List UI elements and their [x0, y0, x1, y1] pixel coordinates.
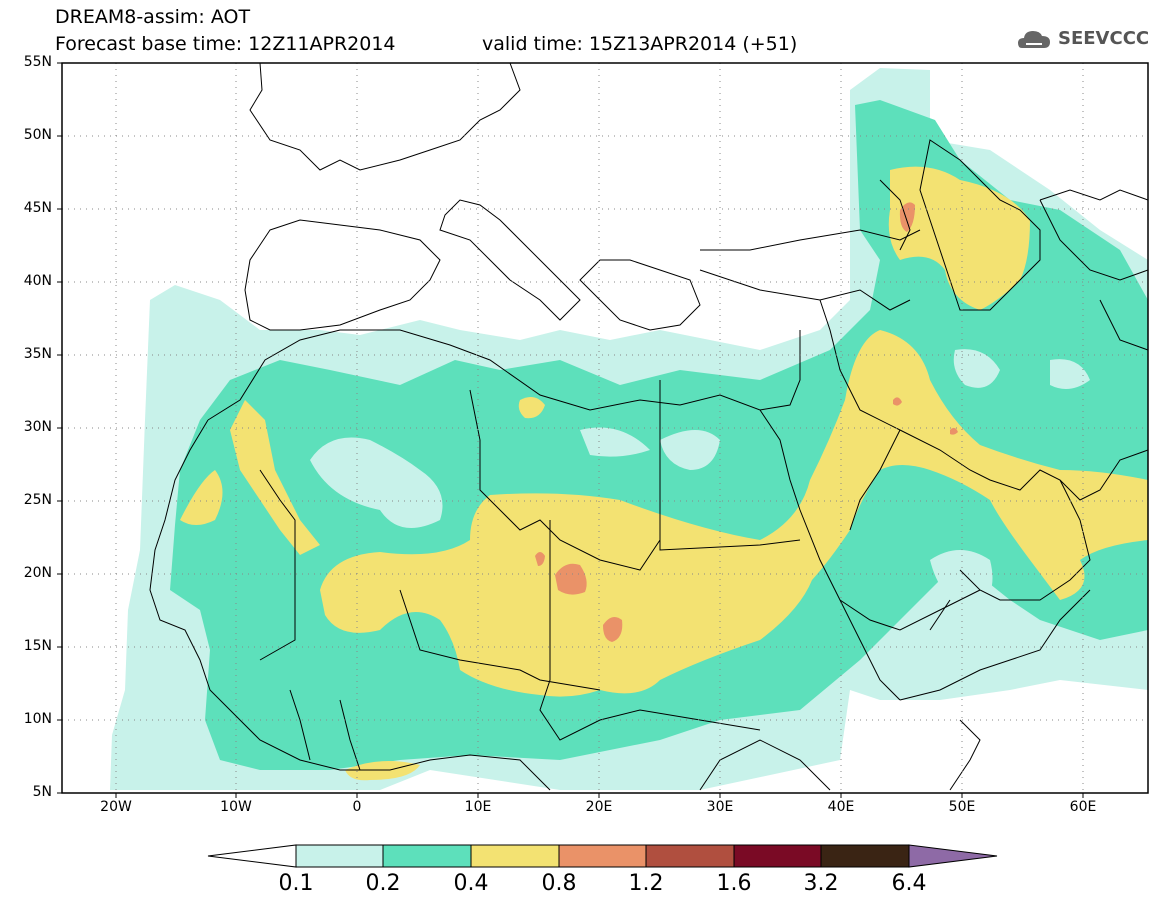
- colorbar-label: 0.4: [453, 871, 489, 896]
- aot-map: [57, 62, 1149, 798]
- lat-label: 40N: [23, 273, 52, 289]
- lon-label: 50E: [948, 799, 976, 815]
- axis-ticks: [57, 62, 1084, 798]
- lon-label: 20W: [100, 799, 132, 815]
- colorbar-label: 0.2: [365, 871, 401, 896]
- lon-label: 40E: [827, 799, 855, 815]
- lat-label: 45N: [23, 200, 52, 216]
- colorbar-label: 0.8: [541, 871, 577, 896]
- aot-band-0.1-0.2-holes: [310, 349, 1090, 610]
- valid-time: valid time: 15Z13APR2014 (+51): [482, 33, 798, 55]
- lat-label: 25N: [23, 492, 52, 508]
- lon-label: 0: [352, 799, 362, 815]
- seevccc-logo-text: SEEVCCC: [1058, 28, 1150, 49]
- lat-label: 5N: [32, 784, 52, 800]
- colorbar-label: 1.6: [716, 871, 752, 896]
- lat-label: 50N: [23, 127, 52, 143]
- aot-band-0.8-1.2: [535, 202, 958, 642]
- colorbar-label: 6.4: [891, 871, 927, 896]
- seevccc-cloud-icon: [1018, 31, 1050, 48]
- colorbar-label: 3.2: [803, 871, 839, 896]
- lat-label: 30N: [23, 419, 52, 435]
- lon-label: 10W: [220, 799, 252, 815]
- lat-label: 55N: [23, 54, 52, 70]
- colorbar-label: 1.2: [628, 871, 664, 896]
- graticule: [62, 63, 1148, 793]
- colorbar-label: 0.1: [278, 871, 314, 896]
- map-title: DREAM8-assim: AOT: [55, 6, 251, 28]
- coastlines-borders: [62, 63, 1148, 791]
- lon-label: 60E: [1069, 799, 1097, 815]
- lon-label: 10E: [464, 799, 492, 815]
- lon-label: 30E: [706, 799, 734, 815]
- lat-label: 35N: [23, 346, 52, 362]
- lat-label: 10N: [23, 711, 52, 727]
- lat-label: 15N: [23, 638, 52, 654]
- lon-label: 20E: [585, 799, 613, 815]
- lat-label: 20N: [23, 565, 52, 581]
- forecast-base-time: Forecast base time: 12Z11APR2014: [55, 33, 396, 55]
